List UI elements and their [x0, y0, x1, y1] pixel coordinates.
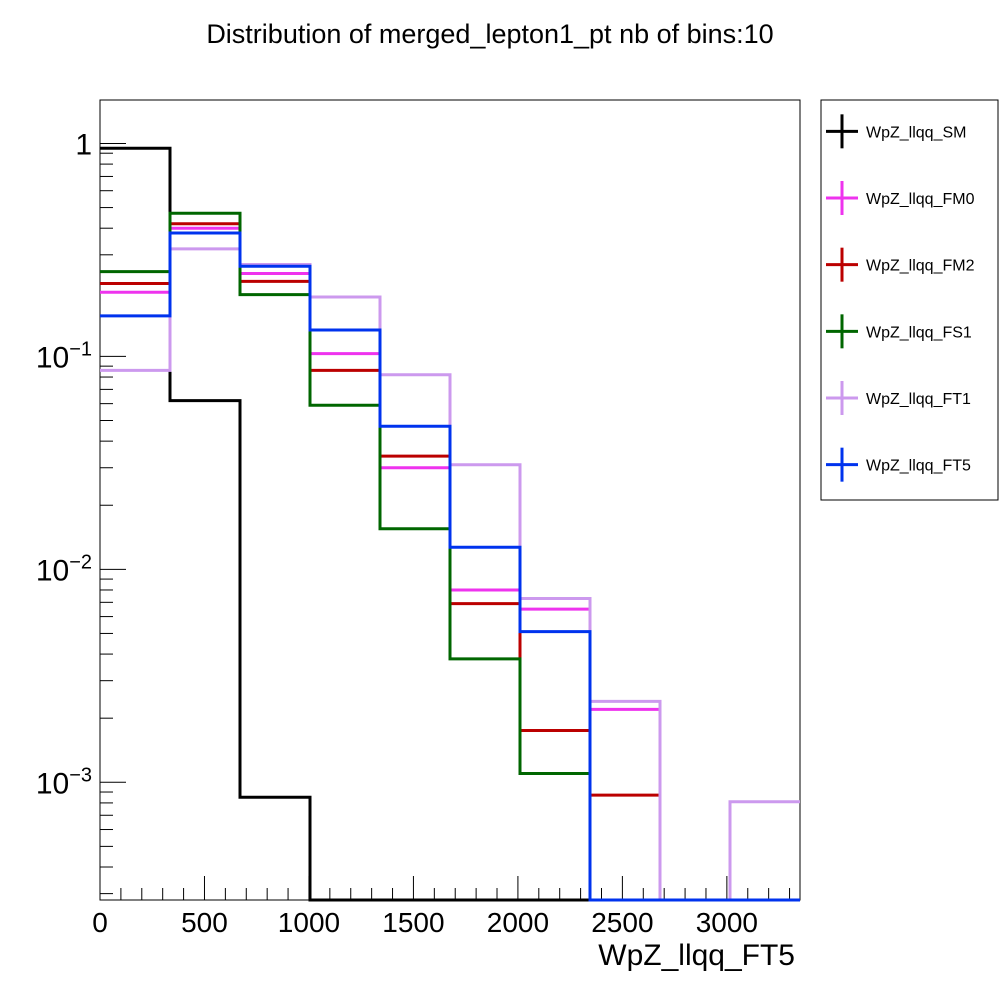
- y-tick-base: 1: [75, 128, 92, 161]
- x-tick-label: 1500: [382, 907, 444, 938]
- legend-box: [820, 99, 999, 501]
- x-axis-label: WpZ_llqq_FT5: [598, 939, 795, 972]
- x-tick-label: 3000: [696, 907, 758, 938]
- series-line-wpz_llqq_ft5: [100, 231, 800, 902]
- legend-label: WpZ_llqq_FT5: [866, 458, 971, 475]
- x-tick-label: 1000: [278, 907, 340, 938]
- y-tick-exponent: −1: [69, 338, 92, 360]
- y-tick-base: 10: [36, 767, 69, 800]
- legend-label: WpZ_llqq_SM: [866, 124, 966, 141]
- x-tick-label: 0: [92, 907, 108, 938]
- chart-title: Distribution of merged_lepton1_pt nb of …: [206, 19, 773, 49]
- legend-entry: WpZ_llqq_FS1: [826, 314, 972, 349]
- legend-label: WpZ_llqq_FM0: [866, 191, 975, 208]
- legend-label: WpZ_llqq_FS1: [866, 324, 972, 341]
- legend-entry: WpZ_llqq_FM2: [826, 247, 975, 282]
- y-tick-base: 10: [36, 554, 69, 587]
- legend-entry: WpZ_llqq_SM: [826, 114, 966, 149]
- y-tick-label: 10−2: [36, 551, 92, 587]
- x-tick-label: 500: [181, 907, 228, 938]
- legend-label: WpZ_llqq_FM2: [866, 258, 975, 275]
- y-tick-label: 10−3: [36, 764, 92, 800]
- y-tick-label: 10−1: [36, 338, 92, 374]
- x-tick-label: 2000: [487, 907, 549, 938]
- legend-entry: WpZ_llqq_FT5: [826, 447, 971, 482]
- legend-label: WpZ_llqq_FT1: [866, 391, 971, 408]
- y-tick-exponent: −3: [69, 764, 92, 786]
- x-tick-label: 2500: [591, 907, 653, 938]
- legend-entry: WpZ_llqq_FT1: [826, 381, 971, 415]
- y-tick-base: 10: [36, 341, 69, 374]
- legend-entry: WpZ_llqq_FM0: [826, 181, 975, 215]
- y-tick-label: 1: [75, 128, 92, 161]
- series-line-wpz_llqq_fs1: [100, 211, 800, 902]
- y-tick-exponent: −2: [69, 551, 92, 573]
